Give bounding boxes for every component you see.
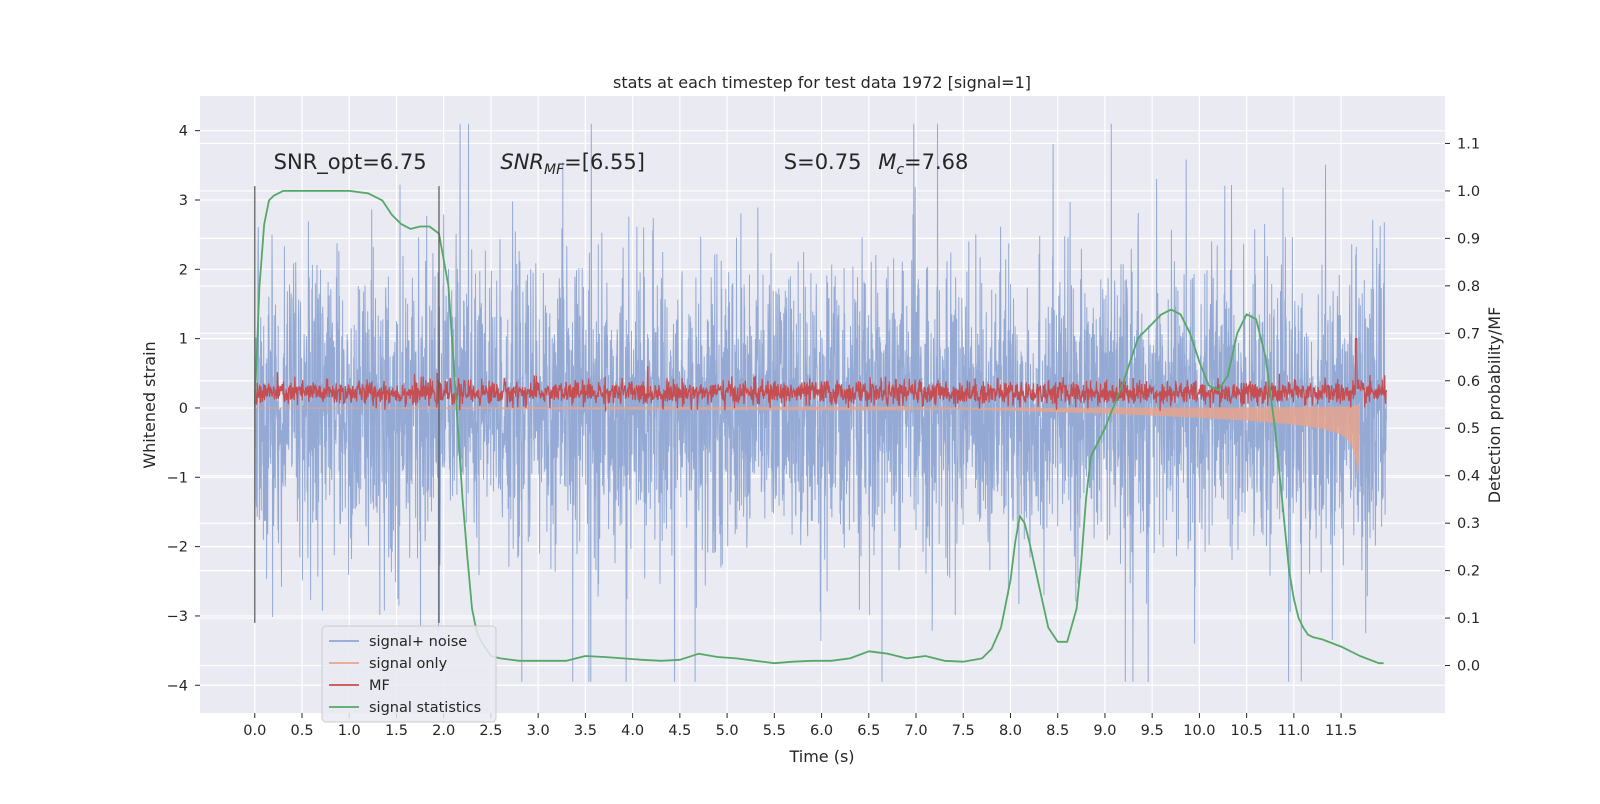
data-layer: [253, 123, 1388, 682]
y-axis-label: Whitened strain: [140, 341, 159, 468]
x-tick-label: 7.0: [904, 723, 927, 739]
x-tick-label: 6.0: [810, 723, 833, 739]
x-tick-label: 10.0: [1183, 723, 1215, 739]
x-tick-label: 9.5: [1141, 723, 1164, 739]
x-tick-label: 5.5: [763, 723, 786, 739]
x-tick-label: 8.0: [999, 723, 1022, 739]
legend: signal+ noise signal only MF signal statist…: [321, 625, 497, 723]
y2-tick-label: 0.4: [1457, 469, 1480, 485]
annotation-subscript: c: [896, 162, 904, 178]
annotation-text: SNR_opt=6.75: [274, 150, 427, 175]
annotation-value: =[6.55]: [564, 150, 645, 174]
y-tick-label: 2: [179, 262, 188, 278]
x-tick-label: 3.5: [574, 723, 597, 739]
x-tick-label: 1.5: [385, 723, 408, 739]
annotation-main: M: [878, 150, 896, 174]
y-tick-label: −4: [167, 678, 188, 694]
x-axis-label: Time (s): [788, 747, 854, 766]
y-tick-label: −1: [167, 470, 188, 486]
legend-label: signal only: [369, 656, 448, 672]
x-tick-label: 0.0: [243, 723, 266, 739]
y2-tick-label: 0.9: [1457, 231, 1480, 247]
y-tick-label: −3: [167, 609, 188, 625]
annotation-main: SNR_opt=6.75: [274, 150, 427, 175]
y2-tick-label: 0.8: [1457, 279, 1480, 295]
annotation-value: =7.68: [904, 150, 968, 174]
y2-axis-label: Detection probability/MF: [1485, 307, 1504, 504]
annotation-subscript: MF: [544, 162, 565, 178]
annotations: SNR_opt=6.75 SNRMF=[6.55] S=0.75 Mc=7.68: [274, 150, 969, 178]
y2-tick-label: 0.5: [1457, 421, 1480, 437]
y-tick-label: 4: [179, 124, 188, 140]
chart-title: stats at each timestep for test data 197…: [613, 73, 1031, 92]
x-tick-label: 2.0: [432, 723, 455, 739]
annotation-text: Mc=7.68: [878, 150, 968, 178]
y2-tick-label: 1.1: [1457, 136, 1480, 152]
y-tick-label: 3: [179, 193, 188, 209]
annotation-text: SNRMF=[6.55]: [500, 150, 645, 178]
x-tick-label: 10.5: [1230, 723, 1262, 739]
axes: 0.0 0.5 1.0 1.5 2.0 2.5 3.0 3.5 4.0 4.5 5.0 5.5 6.0 6…: [167, 124, 1480, 739]
y2-tick-label: 0.3: [1457, 516, 1480, 532]
x-tick-label: 4.0: [621, 723, 644, 739]
x-tick-label: 3.0: [527, 723, 550, 739]
annotation-main: S=0.75: [784, 150, 862, 174]
y2-tick-label: 1.0: [1457, 184, 1480, 200]
y2-tick-label: 0.7: [1457, 326, 1480, 342]
annotation-text: S=0.75: [784, 150, 862, 174]
y-tick-label: 1: [179, 332, 188, 348]
legend-label: signal+ noise: [369, 634, 467, 650]
y2-tick-label: 0.6: [1457, 374, 1480, 390]
x-tick-label: 2.5: [479, 723, 502, 739]
x-tick-label: 4.5: [668, 723, 691, 739]
y-tick-label: 0: [179, 401, 188, 417]
series-signal-statistics: [253, 190, 1384, 665]
x-tick-label: 9.0: [1093, 723, 1116, 739]
legend-box: [321, 625, 497, 723]
y2-tick-label: 0.2: [1457, 564, 1480, 580]
y2-tick-label: 0.1: [1457, 611, 1480, 627]
x-tick-label: 11.5: [1325, 723, 1357, 739]
y2-tick-label: 0.0: [1457, 659, 1480, 675]
x-tick-label: 0.5: [290, 723, 313, 739]
y-tick-label: −2: [167, 540, 188, 556]
x-tick-label: 7.5: [952, 723, 975, 739]
x-tick-label: 5.0: [716, 723, 739, 739]
x-tick-label: 1.0: [338, 723, 361, 739]
legend-label: signal statistics: [369, 700, 481, 716]
x-tick-label: 8.5: [1046, 723, 1069, 739]
annotation-main: SNR: [500, 150, 544, 174]
series-mf: [254, 337, 1388, 412]
x-tick-label: 6.5: [857, 723, 880, 739]
x-tick-label: 11.0: [1278, 723, 1310, 739]
legend-label: MF: [369, 678, 390, 694]
